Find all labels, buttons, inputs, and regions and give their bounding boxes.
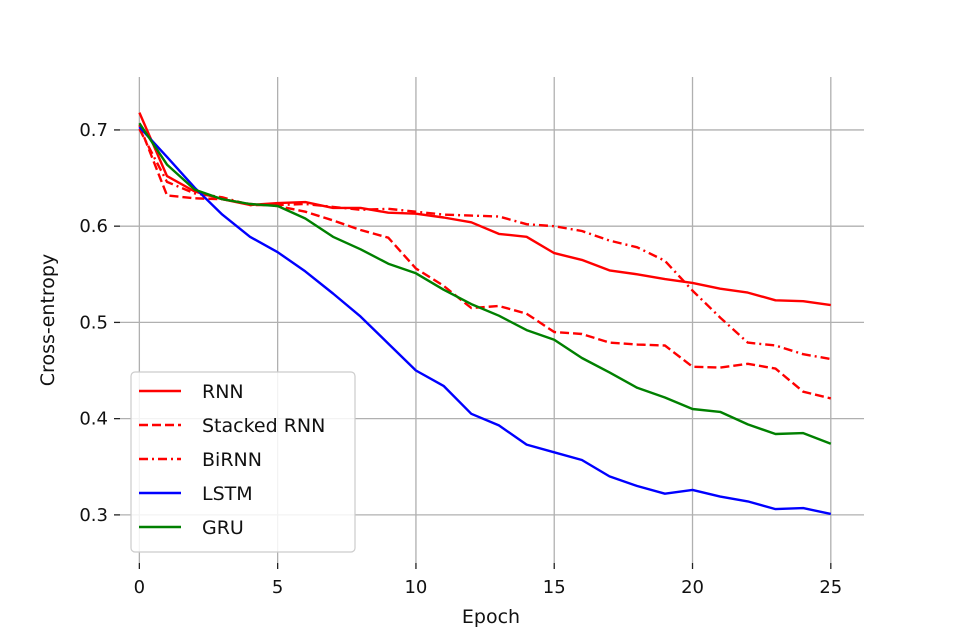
y-tick-label: 0.3 — [79, 505, 108, 526]
legend: RNN Stacked RNN BiRNN LSTM GRU — [130, 371, 356, 553]
y-axis-label: Cross-entropy — [37, 254, 59, 386]
legend-entry: Stacked RNN — [202, 415, 325, 437]
legend-entry: GRU — [202, 517, 244, 539]
legend-entry: LSTM — [202, 483, 253, 505]
x-axis-label: Epoch — [462, 606, 520, 628]
x-tick-label: 25 — [819, 577, 842, 598]
y-tick-label: 0.4 — [79, 409, 108, 430]
legend-box — [130, 371, 356, 553]
series-lines — [138, 112, 832, 516]
series-line-lstm — [138, 126, 832, 516]
series-line-gru — [138, 122, 832, 445]
y-tick-label: 0.7 — [79, 120, 108, 141]
x-tick-label: 0 — [134, 577, 145, 598]
y-tick-label: 0.6 — [79, 216, 108, 237]
y-tick-label: 0.5 — [79, 312, 108, 333]
x-tick-label: 15 — [543, 577, 566, 598]
axis-ticks: 0 5 10 15 20 25 0.3 0.4 0.5 0.6 0.7 — [79, 120, 842, 598]
legend-entry: BiRNN — [202, 449, 262, 471]
x-tick-label: 5 — [272, 577, 283, 598]
x-tick-label: 20 — [681, 577, 704, 598]
legend-entry: RNN — [202, 381, 244, 403]
series-line-rnn — [138, 112, 831, 307]
x-tick-label: 10 — [404, 577, 427, 598]
series-line-stacked-rnn — [138, 124, 832, 400]
series-line-birnn — [138, 128, 832, 361]
